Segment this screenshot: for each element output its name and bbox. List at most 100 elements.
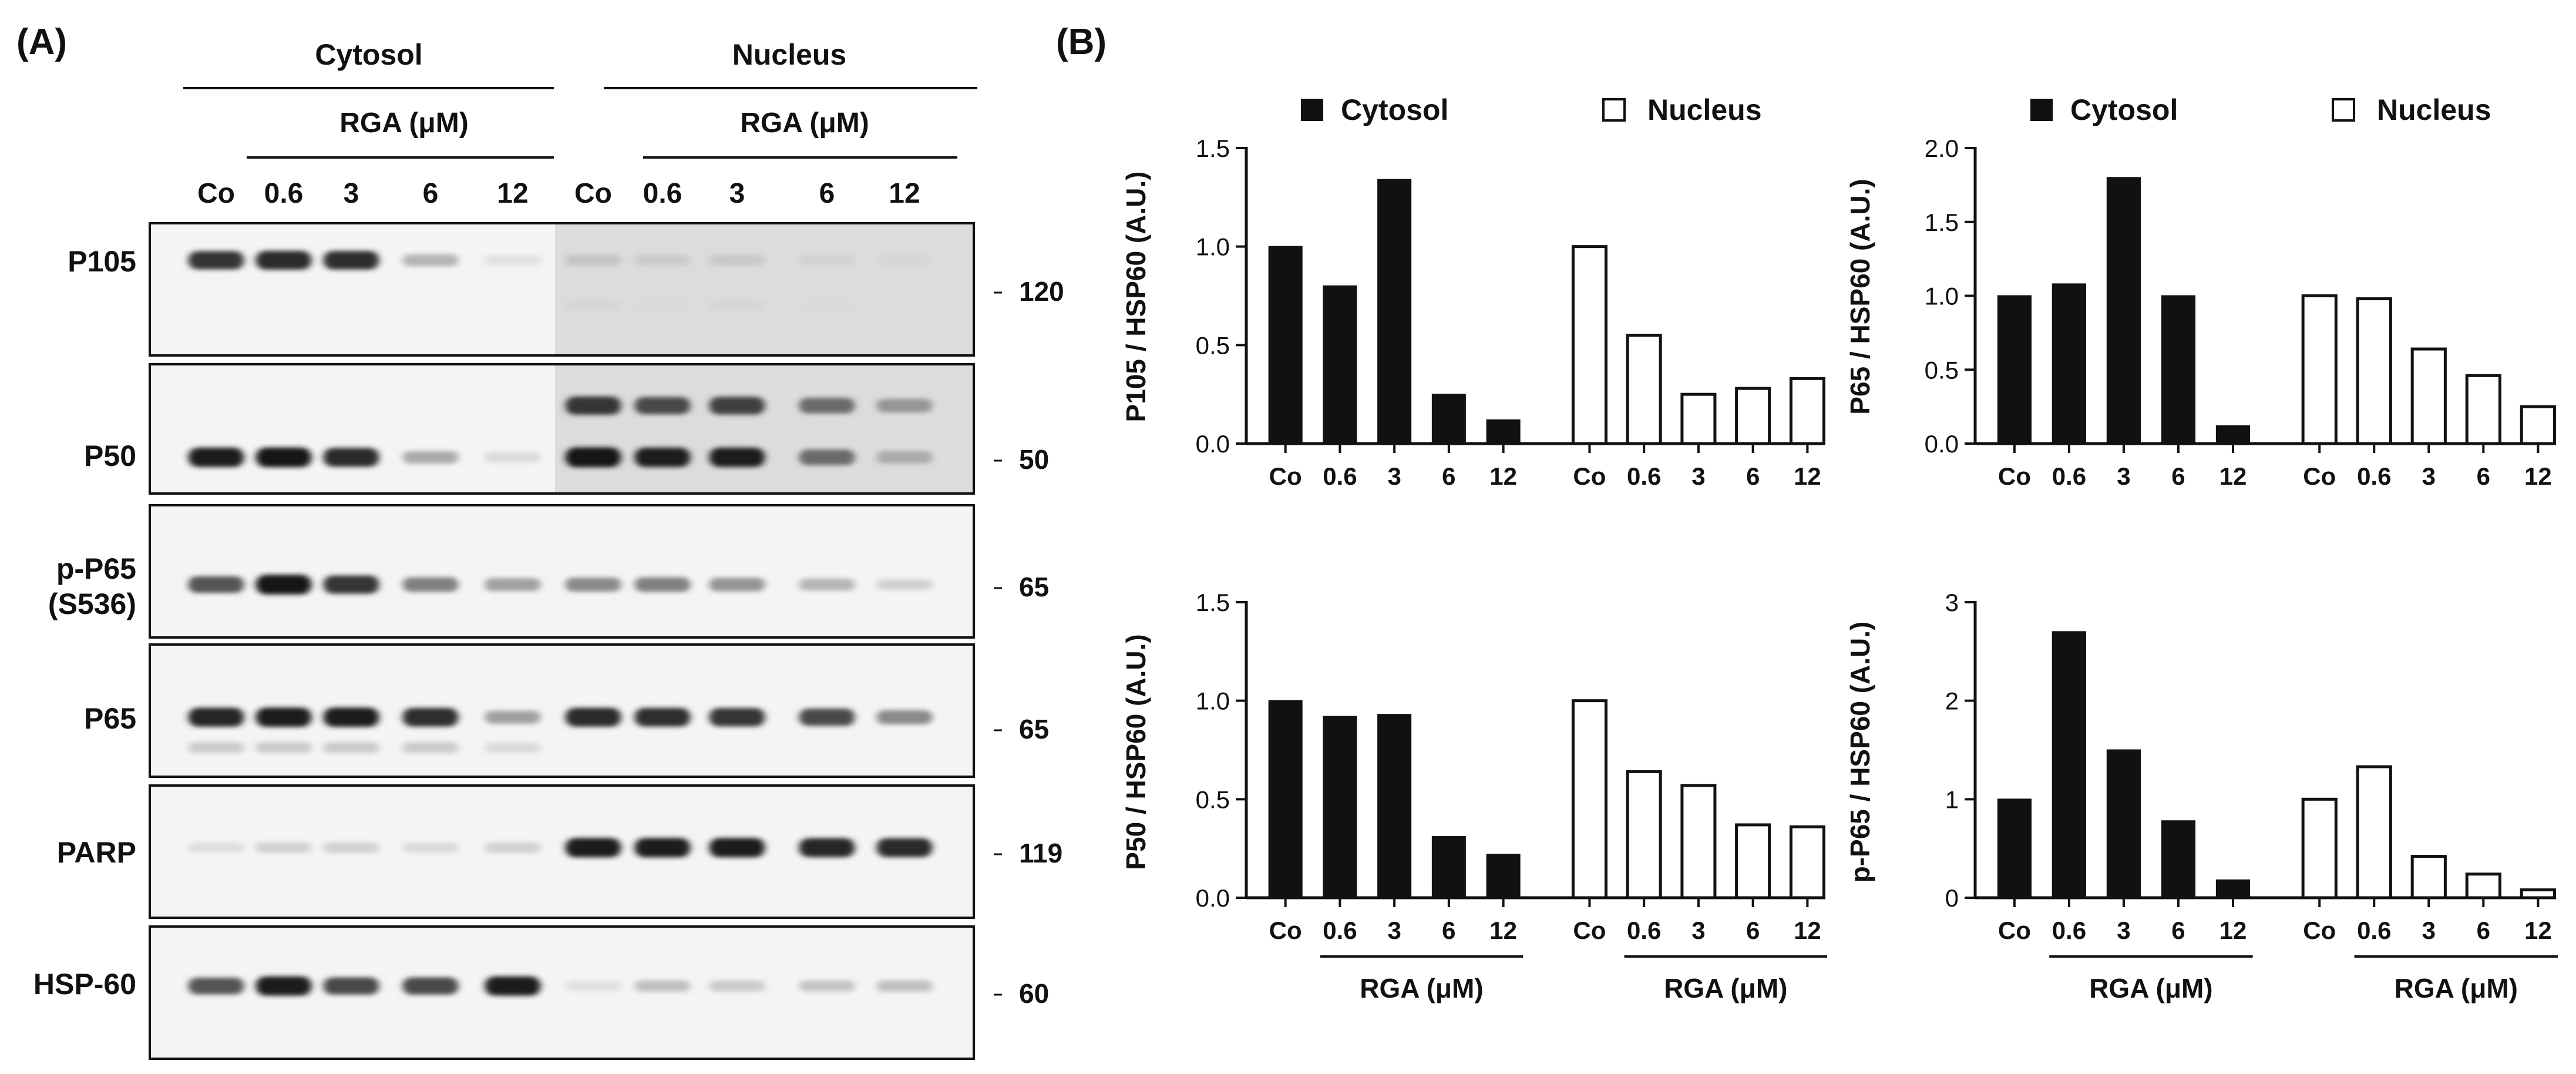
blot-band: [876, 710, 933, 724]
blot-membrane-nucleus-shade: [555, 223, 974, 355]
blot-band: [323, 977, 379, 995]
blot-band: [876, 255, 933, 266]
legend-left: Cytosol Nucleus: [1301, 93, 1762, 126]
blot-band: [709, 397, 765, 415]
blot-membrane-nucleus-shade: [555, 364, 974, 494]
x-tick-label: Co: [1573, 462, 1606, 490]
blot-row-label: P65: [84, 702, 136, 735]
group-label-nucleus: Nucleus: [732, 38, 847, 71]
blot-band: [876, 838, 933, 857]
bar-nucleus: [1626, 770, 1662, 900]
blot-band: [709, 980, 765, 992]
blot-band: [323, 742, 379, 753]
bar-chart-3: 0.0 0.5 1.0 1.5 P50 / HSP60 (A.U.) Co 0.6 3 6 12 R…: [1121, 589, 1827, 1003]
blot-band: [323, 707, 379, 727]
x-tick-label: 6: [1746, 917, 1760, 944]
y-tick-label: 1.0: [1196, 687, 1230, 715]
bar-cytosol: [1377, 179, 1412, 444]
lane-label: 3: [729, 178, 745, 209]
blot-membrane: [150, 505, 974, 637]
blot-band: [485, 976, 541, 996]
legend-nucleus-label: Nucleus: [2377, 93, 2491, 126]
bar-nucleus: [1626, 334, 1662, 445]
lane-label: 0.6: [264, 178, 304, 209]
x-tick-label: 3: [1387, 462, 1401, 490]
lane-label: 12: [497, 178, 528, 209]
lane-label: Co: [197, 178, 235, 209]
bar-cytosol: [1486, 854, 1521, 899]
blot-band: [634, 707, 691, 727]
bar-cytosol: [2106, 177, 2141, 444]
x-tick-label: 3: [2117, 917, 2130, 944]
blot-band: [634, 577, 691, 592]
x-tick-label: 12: [1489, 917, 1517, 944]
blot-band: [709, 708, 765, 727]
x-tick-label: 6: [1442, 462, 1455, 490]
bar-cytosol: [2215, 425, 2251, 445]
x-tick-label: 6: [2171, 462, 2185, 490]
blot-row-p65: P65 65: [84, 643, 1049, 778]
blot-band: [634, 254, 691, 266]
blot-band: [634, 838, 691, 858]
x-tick-label: 0.6: [2357, 917, 2391, 944]
bar-cytosol: [2161, 820, 2196, 898]
bar-nucleus: [2301, 294, 2338, 445]
blot-band: [799, 838, 855, 858]
blot-band: [565, 838, 621, 858]
blot-band: [485, 255, 541, 266]
x-tick-label: 0.6: [1323, 917, 1357, 944]
blot-band: [485, 742, 541, 753]
blot-band: [485, 578, 541, 592]
bar-nucleus: [2356, 765, 2392, 900]
x-group-label: RGA (μM): [2395, 973, 2518, 1003]
blot-band: [402, 577, 459, 592]
y-tick-label: 2.0: [1925, 135, 1959, 162]
blot-frame: [149, 784, 975, 919]
bar-nucleus: [1735, 387, 1771, 445]
blot-frame: [149, 504, 975, 639]
bar-nucleus: [1680, 784, 1717, 900]
blot-band: [799, 300, 855, 311]
x-tick-label: 12: [1794, 462, 1821, 490]
x-tick-label: 12: [2524, 462, 2552, 490]
x-tick-label: 0.6: [1627, 462, 1661, 490]
y-tick-label: 1.5: [1196, 135, 1230, 162]
blot-band: [565, 577, 621, 592]
x-tick-label: 0.6: [2357, 462, 2391, 490]
bar-nucleus: [2465, 872, 2501, 900]
x-tick-label: 6: [2477, 462, 2490, 490]
blot-band: [402, 707, 459, 727]
y-tick-label: 0.0: [1925, 430, 1959, 458]
legend-cytosol-label: Cytosol: [2070, 93, 2178, 126]
x-tick-label: 0.6: [1627, 917, 1661, 944]
blot-band: [709, 300, 765, 311]
x-tick-label: 6: [1746, 462, 1760, 490]
y-tick-label: 1.0: [1925, 283, 1959, 310]
bar-nucleus: [2520, 888, 2556, 900]
blot-band: [255, 707, 312, 727]
lane-label: 12: [889, 178, 920, 209]
x-tick-label: 12: [1794, 917, 1821, 944]
x-group-label: RGA (μM): [1664, 973, 1787, 1003]
blot-frame: [149, 925, 975, 1060]
x-tick-label: Co: [2303, 917, 2336, 944]
x-tick-label: 12: [2219, 462, 2247, 490]
bar-cytosol: [2215, 879, 2251, 898]
marker-label: 65: [1019, 572, 1049, 602]
x-tick-label: 12: [2219, 917, 2247, 944]
x-tick-label: 3: [2422, 917, 2436, 944]
bar-cytosol: [1323, 716, 1357, 898]
blot-band: [565, 254, 621, 266]
x-tick-label: Co: [2303, 462, 2336, 490]
blot-row-label: P50: [84, 439, 136, 472]
legend-nucleus-label: Nucleus: [1647, 93, 1762, 126]
blot-band: [634, 447, 691, 467]
blot-band: [799, 578, 855, 591]
blot-band: [188, 251, 244, 270]
blot-band: [402, 451, 459, 464]
x-tick-label: 3: [1387, 917, 1401, 944]
y-axis-label: P65 / HSP60 (A.U.): [1845, 179, 1875, 414]
blot-band: [188, 447, 244, 467]
panel-label-b: (B): [1056, 22, 1107, 62]
